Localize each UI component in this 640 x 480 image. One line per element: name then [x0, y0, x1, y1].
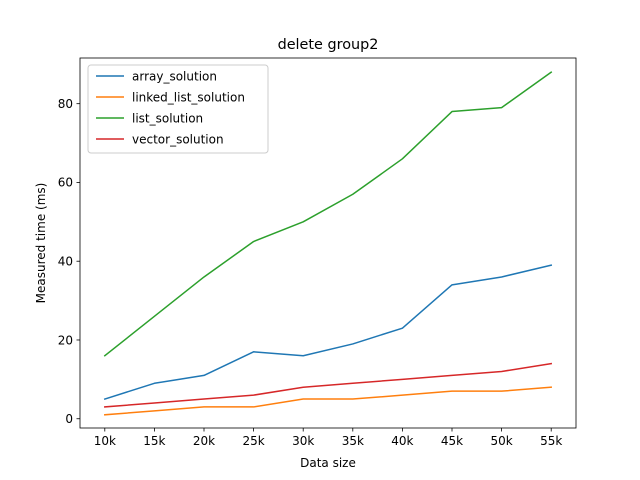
plot-area [103, 71, 553, 416]
y-tick-label: 60 [58, 176, 73, 190]
x-tick-label: 30k [292, 434, 314, 448]
x-tick-label: 40k [391, 434, 413, 448]
y-axis-label: Measured time (ms) [34, 183, 48, 304]
legend-label: linked_list_solution [132, 90, 245, 104]
y-tick-label: 0 [65, 412, 73, 426]
x-tick-label: 45k [441, 434, 463, 448]
y-tick-label: 40 [58, 255, 73, 269]
plot-frame [79, 57, 577, 429]
x-tick-label: 35k [342, 434, 364, 448]
x-tick-label: 25k [242, 434, 264, 448]
x-tick-label: 50k [490, 434, 512, 448]
x-axis-label: Data size [300, 456, 356, 470]
series-line-array-solution [103, 264, 553, 400]
x-tick-label: 55k [540, 434, 562, 448]
x-tick-label: 10k [94, 434, 116, 448]
series-line-linked-list-solution [103, 386, 553, 416]
legend-label: list_solution [132, 111, 203, 125]
series-line-vector-solution [103, 362, 553, 408]
legend-label: array_solution [132, 69, 217, 83]
x-tick-label: 15k [143, 434, 165, 448]
x-axis: 10k 15k 20k 25k 30k 35k 40k 45k 50k 55k [94, 428, 562, 448]
y-axis: 0 20 40 60 80 [58, 97, 80, 426]
legend: array_solution linked_list_solution list_s… [87, 64, 269, 154]
y-tick-label: 80 [58, 97, 73, 111]
legend-label: vector_solution [132, 132, 224, 146]
x-tick-label: 20k [193, 434, 215, 448]
y-tick-label: 20 [58, 333, 73, 347]
chart-title: delete group2 [278, 37, 379, 53]
series-line-list-solution [103, 71, 553, 357]
legend-box [87, 64, 269, 154]
